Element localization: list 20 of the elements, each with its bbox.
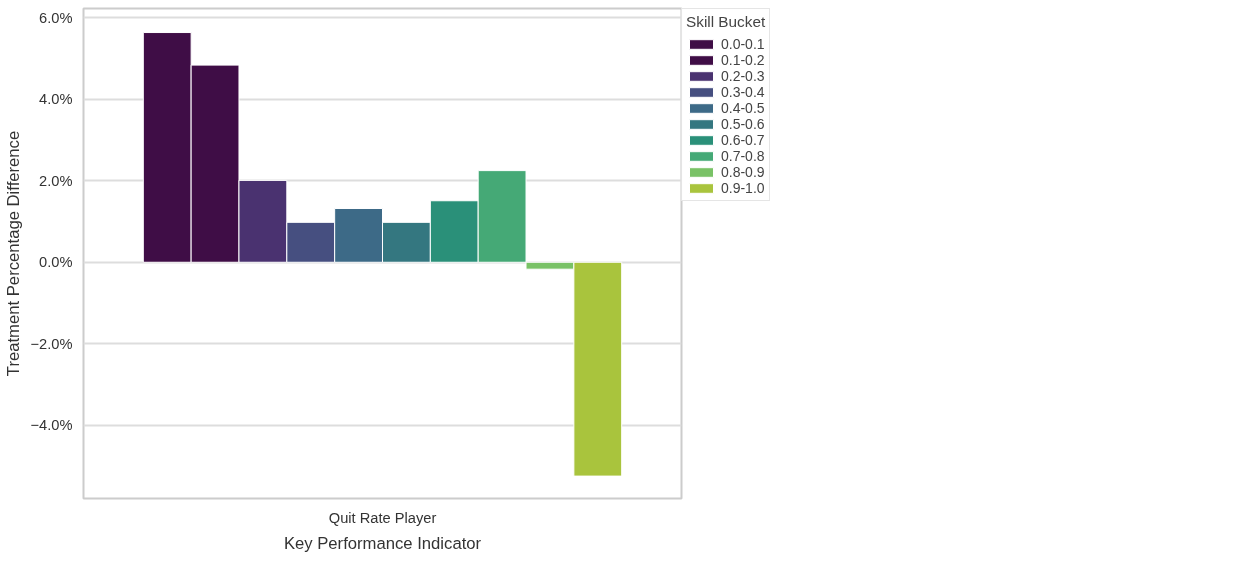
y-tick-label: −2.0% [30,335,73,352]
y-tick-label: −4.0% [30,417,73,434]
legend-label: 0.5-0.6 [721,116,765,132]
legend-label: 0.8-0.9 [721,164,765,180]
legend-label: 0.9-1.0 [721,180,765,196]
y-tick-label: 0.0% [39,254,73,271]
x-axis-title: Key Performance Indicator [283,533,482,553]
legend-label: 0.1-0.2 [721,52,765,68]
y-tick-label: 2.0% [39,172,73,189]
legend-label: 0.7-0.8 [721,148,765,164]
legend-title: Skill Bucket [686,13,766,31]
legend-label: 0.4-0.5 [721,100,765,116]
legend-label: 0.6-0.7 [721,132,765,148]
y-tick-label: 6.0% [39,9,73,26]
legend-label: 0.3-0.4 [721,84,765,100]
legend-label: 0.0-0.1 [721,36,765,52]
legend-label: 0.2-0.3 [721,68,765,84]
y-tick-label: 4.0% [39,91,73,108]
y-axis-title: Treatment Percentage Difference [3,130,23,377]
x-tick-label: Quit Rate Player [328,509,437,526]
